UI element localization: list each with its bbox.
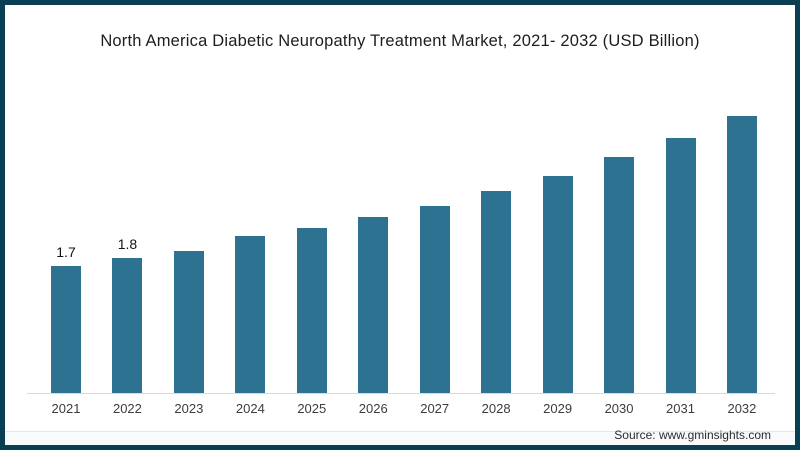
chart-title: North America Diabetic Neuropathy Treatm…: [100, 32, 700, 50]
bar-2027: [419, 205, 450, 393]
bar-2026: [358, 216, 389, 393]
x-axis-line: [27, 393, 775, 394]
bar-2032: [726, 115, 757, 393]
x-tick-2028: 2028: [481, 401, 511, 416]
x-tick-2030: 2030: [604, 401, 634, 416]
bar-value-label-2021: 1.7: [56, 243, 76, 260]
bar-2021: [51, 265, 81, 393]
x-tick-2031: 2031: [666, 401, 695, 416]
bar-2030: [604, 156, 635, 393]
x-tick-2024: 2024: [235, 401, 265, 416]
footer-strip: [5, 432, 795, 445]
x-tick-2023: 2023: [174, 401, 204, 416]
bar-2022: [112, 258, 143, 393]
bar-2028: [481, 190, 512, 393]
x-tick-2022: 2022: [112, 401, 142, 416]
source-attribution: Source: www.gminsights.com: [614, 428, 771, 442]
bar-2025: [296, 228, 327, 393]
x-tick-2032: 2032: [727, 401, 757, 416]
x-tick-2021: 2021: [51, 401, 81, 416]
bar-2023: [173, 250, 204, 393]
bar-value-label-2022: 1.8: [117, 236, 138, 252]
x-tick-2025: 2025: [297, 401, 327, 416]
x-tick-2026: 2026: [358, 401, 388, 416]
x-tick-2029: 2029: [543, 401, 573, 416]
bar-2031: [665, 138, 696, 393]
x-tick-2027: 2027: [420, 401, 450, 416]
bar-2029: [542, 175, 573, 393]
footer-divider: [5, 431, 795, 432]
bar-2024: [235, 235, 266, 393]
